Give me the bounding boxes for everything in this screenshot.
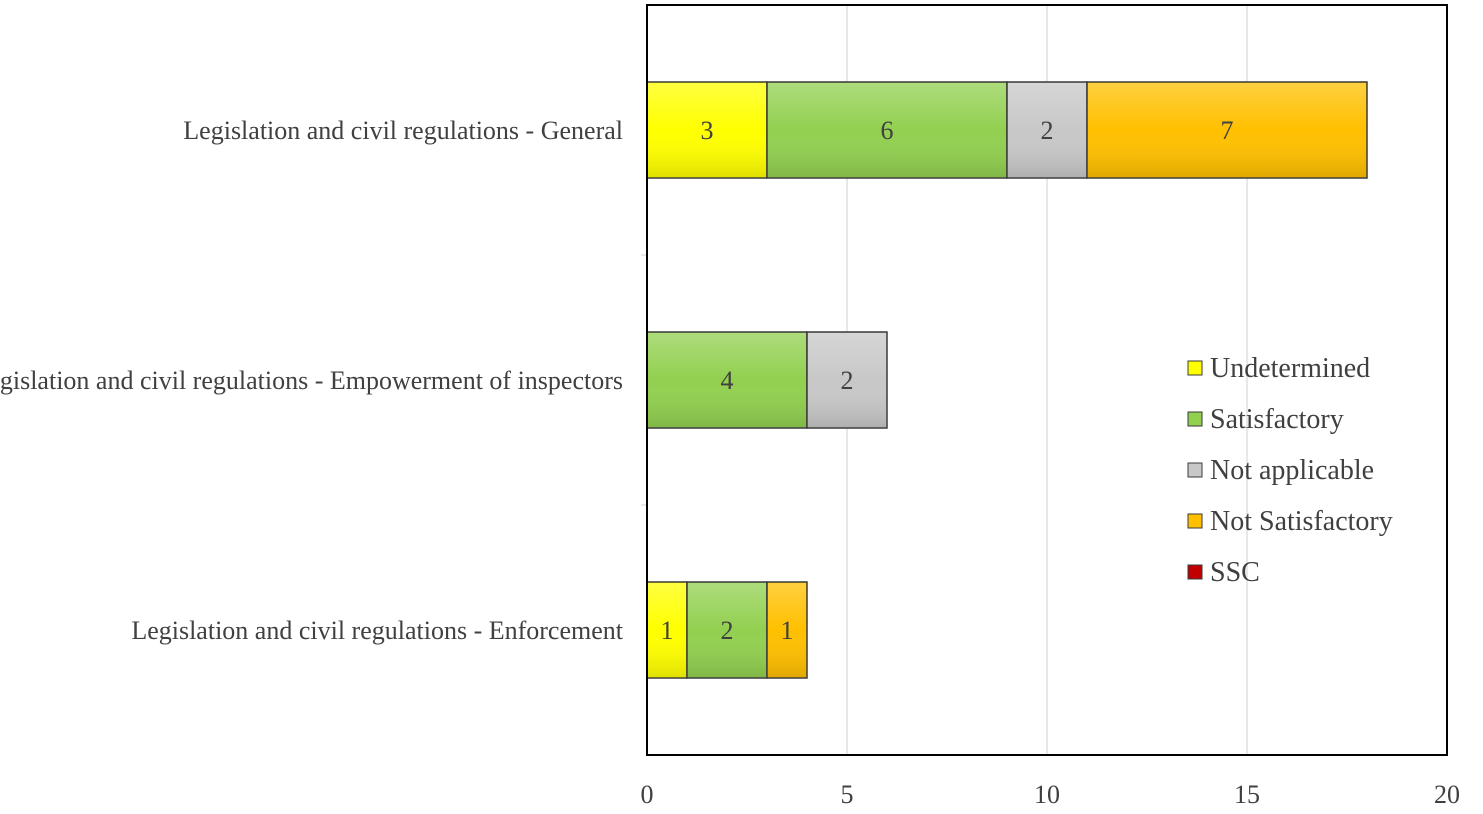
legend-item-undetermined: Undetermined [1187,353,1370,384]
x-tick-label: 20 [1434,780,1460,809]
data-label: 1 [781,616,794,645]
bar-shading [1088,83,1366,177]
bar-segment-not-satisfactory: 1 [766,581,808,679]
legend-item-not-applicable: Not applicable [1187,455,1374,486]
bar-segment-not-applicable: 2 [806,331,888,429]
x-tick-label: 15 [1234,780,1260,809]
bar-segment-undetermined: 1 [646,581,688,679]
bar-segment-not-satisfactory: 7 [1086,81,1368,179]
category-label: Legislation and civil regulations - Enfo… [131,616,623,645]
category-label: Legislation and civil regulations - Gene… [183,116,623,145]
legend-swatch [1187,564,1203,580]
data-label: 3 [701,116,714,145]
axes [641,4,1448,756]
data-label: 6 [881,116,894,145]
bar-shading [688,583,766,677]
bars: 3 6 2 7 4 2 1 2 1 [646,81,1368,679]
category-label: Legislation and civil regulations - Empo… [0,366,623,395]
plot-area-border [646,4,1448,756]
bar-shading [1008,83,1086,177]
legend-item-not-satisfactory: Not Satisfactory [1187,506,1393,537]
bar-segment-satisfactory: 6 [766,81,1008,179]
bar-segment-not-applicable: 2 [1006,81,1088,179]
data-label: 4 [721,366,734,395]
bar-segment-satisfactory: 4 [646,331,808,429]
data-label: 2 [841,366,854,395]
x-tick-label: 5 [841,780,854,809]
data-label: 2 [721,616,734,645]
x-tick-label: 0 [641,780,654,809]
bar-shading [648,583,686,677]
data-label: 7 [1221,116,1234,145]
bar-segment-undetermined: 3 [646,81,768,179]
legend-item-ssc: SSC [1187,557,1260,588]
legend-swatch [1187,462,1203,478]
x-tick-label: 10 [1034,780,1060,809]
legend: Undetermined Satisfactory Not applicable No… [1187,353,1393,588]
legend-swatch [1187,411,1203,427]
bar-shading [808,333,886,427]
legend-item-satisfactory: Satisfactory [1187,404,1344,435]
legend-swatch [1187,513,1203,529]
axis-labels: 0 5 10 15 20 Legislation and civil regulation… [0,116,1460,809]
bar-shading [648,83,766,177]
legend-label: Not Satisfactory [1210,506,1393,537]
legend-label: SSC [1210,557,1260,588]
bar-segment-satisfactory: 2 [686,581,768,679]
legend-label: Not applicable [1210,455,1374,486]
bar-shading [768,583,806,677]
bar-shading [648,333,806,427]
bar-shading [768,83,1006,177]
legend-swatch [1187,360,1203,376]
data-label: 1 [661,616,674,645]
data-label: 2 [1041,116,1054,145]
legend-label: Undetermined [1210,353,1370,384]
legend-label: Satisfactory [1210,404,1344,435]
